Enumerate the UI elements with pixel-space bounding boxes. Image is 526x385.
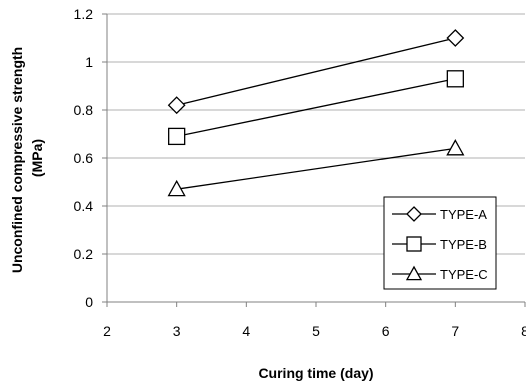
legend-entry-type-b: TYPE-B	[392, 236, 487, 252]
y-axis-title: Unconfined compressive strength (MPa)	[9, 43, 45, 273]
legend-marker-diamond	[406, 206, 422, 222]
data-point-triangle	[167, 179, 186, 197]
x-tick-label: 2	[103, 323, 111, 339]
y-tick-label: 0	[85, 294, 93, 310]
y-tick-label: 1	[85, 54, 93, 70]
series-line	[176, 147, 456, 190]
series-line	[176, 78, 456, 138]
x-tick-label: 6	[382, 323, 390, 339]
x-tick-label: 7	[451, 323, 459, 339]
y-tick-label: 1.2	[74, 6, 94, 22]
y-tick-label: 0.4	[74, 198, 94, 214]
tick-labels: 0 0.2 0.4 0.6 0.8 1 1.2 2 3 4 5 6 7 8	[74, 6, 526, 339]
legend-label: TYPE-B	[440, 237, 487, 252]
y-tick-label: 0.2	[74, 246, 94, 262]
y-axis-title-line-1: Unconfined compressive strength	[9, 47, 25, 273]
data-point-diamond	[167, 96, 186, 115]
data-point-triangle	[446, 139, 465, 156]
legend-marker-triangle	[405, 265, 423, 281]
legend-entry-type-c: TYPE-C	[392, 265, 488, 282]
axes	[102, 13, 526, 307]
legend-label: TYPE-C	[440, 267, 488, 282]
data-point-square	[168, 127, 186, 146]
series-line	[176, 37, 456, 106]
legend-entry-type-a: TYPE-A	[392, 206, 487, 222]
y-tick-label: 0.6	[74, 150, 94, 166]
series-type-a	[167, 29, 465, 115]
legend: TYPE-A TYPE-B TYPE-C	[383, 196, 497, 290]
data-series	[167, 29, 465, 197]
data-point-square	[446, 70, 464, 88]
x-tick-label: 5	[312, 323, 320, 339]
x-tick-label: 4	[242, 323, 250, 339]
x-tick-label: 3	[173, 323, 181, 339]
series-type-c	[167, 139, 465, 197]
legend-label: TYPE-A	[440, 207, 487, 222]
x-axis-title: Curing time (day)	[258, 365, 373, 381]
x-tick-label: 8	[521, 323, 526, 339]
y-axis-title-line-2: (MPa)	[29, 139, 45, 177]
data-point-diamond	[446, 29, 465, 47]
legend-marker-square	[406, 236, 422, 252]
series-type-b	[168, 70, 464, 146]
y-tick-label: 0.8	[74, 102, 94, 118]
